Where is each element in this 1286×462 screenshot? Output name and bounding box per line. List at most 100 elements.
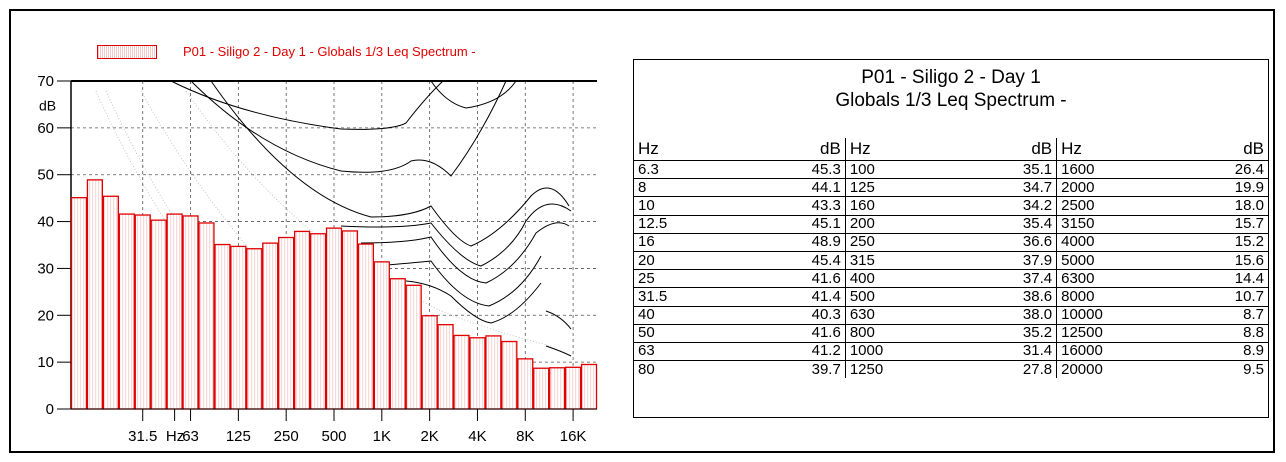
level-cell: 40.3 <box>739 306 846 325</box>
level-cell: 34.7 <box>950 178 1058 198</box>
spectrum-bar <box>325 227 343 410</box>
table-row: 8 44.1 125 34.7 2000 19.9 <box>634 178 1268 198</box>
frequency-cell: 80 <box>638 360 655 378</box>
level-cell: 44.1 <box>739 178 846 198</box>
level-cell: 48.9 <box>739 233 846 252</box>
frequency-cell: 250 <box>845 233 951 252</box>
column-header: dB <box>739 138 846 161</box>
column-header: Hz <box>845 138 951 161</box>
frequency-cell: 1250 <box>849 360 884 378</box>
x-tick-label: 8K <box>516 428 534 445</box>
level-cell: 45.1 <box>739 215 846 234</box>
table-row: 25 41.6 400 37.4 6300 14.4 <box>634 269 1268 289</box>
column-header: Hz <box>634 138 740 161</box>
table-title: P01 - Siligo 2 - Day 1 Globals 1/3 Leq S… <box>634 60 1268 138</box>
spectrum-bar <box>389 278 406 410</box>
column-header: Hz <box>1056 138 1163 161</box>
loudness-contour <box>545 310 572 330</box>
level-cell: 34.2 <box>950 196 1058 216</box>
level-cell: 19.9 <box>1162 178 1268 198</box>
spectrum-bar <box>102 195 119 410</box>
spectrum-bar <box>230 245 247 410</box>
spectrum-bar <box>549 367 566 410</box>
spectrum-bar <box>182 215 199 410</box>
frequency-cell: 20 <box>634 251 740 271</box>
frequency-cell: 160 <box>845 196 951 216</box>
table-row: 6.3 45.3 100 35.1 1600 26.4 <box>634 160 1268 180</box>
level-cell: 15.6 <box>1162 251 1268 271</box>
spectrum-table-panel: P01 - Siligo 2 - Day 1 Globals 1/3 Leq S… <box>633 59 1269 418</box>
x-tick-label: Hz <box>166 428 184 445</box>
spectrum-bar <box>278 236 295 410</box>
frequency-cell: 200 <box>845 215 951 234</box>
x-tick-label: 2K <box>420 428 438 445</box>
level-cell: 9.5 <box>1243 360 1264 378</box>
frequency-cell: 12500 <box>1056 324 1163 343</box>
frequency-cell: 125 <box>845 178 951 198</box>
frequency-cell: 6300 <box>1056 269 1163 289</box>
spectrum-bar <box>485 335 502 410</box>
y-axis-label: dB <box>39 97 56 113</box>
table-row: 31.5 41.4 500 38.6 8000 10.7 <box>634 287 1268 307</box>
spectrum-bar <box>294 230 311 410</box>
x-tick-label: 250 <box>274 428 299 445</box>
frequency-cell: 40 <box>634 306 740 325</box>
frequency-cell: 50 <box>634 324 740 343</box>
table-row: 80 39.7 1250 27.8 20000 9.5 <box>634 360 1268 379</box>
y-tick-label: 70 <box>37 73 54 90</box>
y-tick-label: 30 <box>37 260 54 277</box>
spectrum-bar <box>373 261 390 410</box>
frequency-cell: 12.5 <box>634 215 740 234</box>
y-tick-label: 40 <box>37 214 54 231</box>
column-header: dB <box>950 138 1058 161</box>
spectrum-bar <box>405 284 422 410</box>
x-tick-label: 500 <box>321 428 346 445</box>
level-cell: 8.7 <box>1162 306 1268 325</box>
table-header-row: Hz dB Hz dB Hz dB <box>634 138 1268 161</box>
chart-legend: P01 - Siligo 2 - Day 1 - Globals 1/3 Leq… <box>97 44 476 59</box>
spectrum-bar <box>70 197 88 410</box>
frequency-cell: 2000 <box>1056 178 1163 198</box>
spectrum-bar <box>564 366 582 410</box>
loudness-contour <box>545 345 572 357</box>
level-cell: 41.6 <box>739 269 846 289</box>
level-cell: 37.4 <box>950 269 1058 289</box>
level-cell: 37.9 <box>950 251 1058 271</box>
frequency-cell: 25 <box>634 269 740 289</box>
level-cell: 35.1 <box>950 160 1058 180</box>
table-row: 50 41.6 800 35.2 12500 8.8 <box>634 324 1268 343</box>
level-cell: 43.3 <box>739 196 846 216</box>
x-tick-label: 4K <box>468 428 486 445</box>
table-row: 63 41.2 1000 31.4 16000 8.9 <box>634 342 1268 362</box>
hatched-bar-swatch-icon <box>97 44 157 59</box>
frequency-cell: 1000 <box>845 342 951 362</box>
y-tick-label: 0 <box>46 401 54 418</box>
spectrum-bar <box>469 337 486 410</box>
frequency-cell: 1600 <box>1056 160 1163 180</box>
frequency-cell: 2500 <box>1056 196 1163 216</box>
level-cell: 41.4 <box>739 287 846 307</box>
frequency-cell: 4000 <box>1056 233 1163 252</box>
frequency-cell: 63 <box>634 342 740 362</box>
frequency-cell: 6.3 <box>634 160 740 180</box>
frequency-cell: 100 <box>845 160 951 180</box>
frequency-cell: 16 <box>634 233 740 252</box>
level-cell: 41.2 <box>739 342 846 362</box>
spectrum-bar <box>309 233 327 410</box>
table-title-line1: P01 - Siligo 2 - Day 1 <box>861 67 1041 88</box>
loudness-contour <box>170 80 444 130</box>
frequency-cell: 8000 <box>1056 287 1163 307</box>
level-cell: 45.4 <box>739 251 846 271</box>
spectrum-table: Hz dB Hz dB Hz dB 6.3 45.3 100 35.1 1600 26.4… <box>634 138 1268 379</box>
frequency-cell: 400 <box>845 269 951 289</box>
level-cell: 27.8 <box>950 360 1058 379</box>
table-title-line2: Globals 1/3 Leq Spectrum - <box>835 90 1067 111</box>
spectrum-bar <box>86 179 104 410</box>
level-cell: 8.8 <box>1162 324 1268 343</box>
table-row: 40 40.3 630 38.0 10000 8.7 <box>634 306 1268 325</box>
spectrum-bar <box>437 324 454 410</box>
spectrum-bar <box>198 222 215 410</box>
level-cell: 10.7 <box>1162 287 1268 307</box>
spectrum-bar <box>341 230 359 410</box>
